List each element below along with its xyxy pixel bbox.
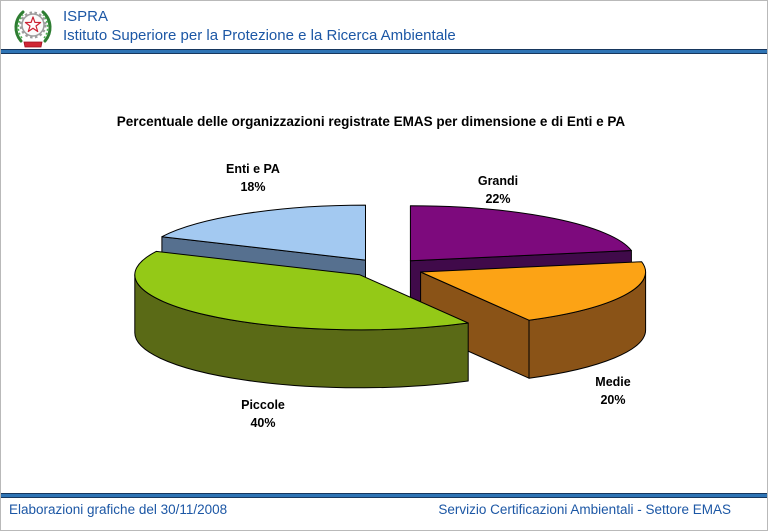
pie-slice-top [409,205,632,262]
header-divider [1,49,767,54]
footer-divider [1,493,767,498]
pie-slice-top [420,261,647,321]
slice-label-medie: Medie 20% [595,375,630,407]
pie-slice-piccole [134,250,469,389]
italy-emblem-logo-icon [10,4,56,55]
pie-slice-medie [420,261,647,379]
footer-date: Elaborazioni grafiche del 30/11/2008 [9,502,228,517]
pie-slice-top [161,204,366,261]
slice-label-piccole: Piccole 40% [241,398,285,430]
slice-label-enti-e-pa: Enti e PA 18% [226,162,280,194]
header-text: ISPRA Istituto Superiore per la Protezio… [63,7,456,45]
footer-service: Servizio Certificazioni Ambientali - Set… [438,502,731,517]
org-abbreviation: ISPRA [63,8,109,25]
pie-slice-top [134,250,469,331]
org-full-name: Istituto Superiore per la Protezione e l… [63,27,456,44]
slice-label-grandi: Grandi 22% [478,174,518,206]
pie-chart: Grandi 22% Medie 20% Piccole 40% Enti e PA 18% [134,162,647,430]
chart-title: Percentuale delle organizzazioni registr… [116,114,626,129]
